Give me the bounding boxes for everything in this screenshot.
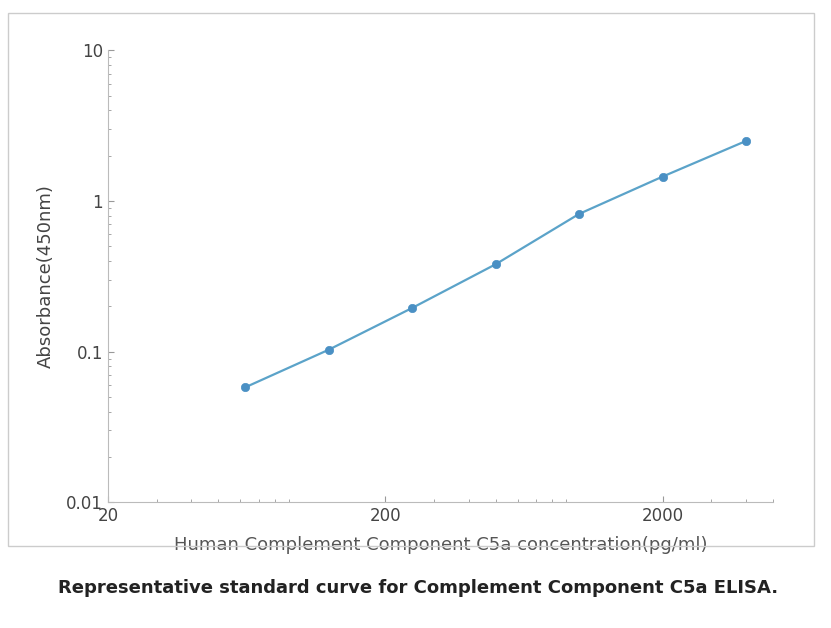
X-axis label: Human Complement Component C5a concentration(pg/ml): Human Complement Component C5a concentra… bbox=[174, 536, 707, 555]
Y-axis label: Absorbance(450nm): Absorbance(450nm) bbox=[37, 185, 55, 368]
Text: Representative standard curve for Complement Component C5a ELISA.: Representative standard curve for Comple… bbox=[58, 578, 779, 597]
